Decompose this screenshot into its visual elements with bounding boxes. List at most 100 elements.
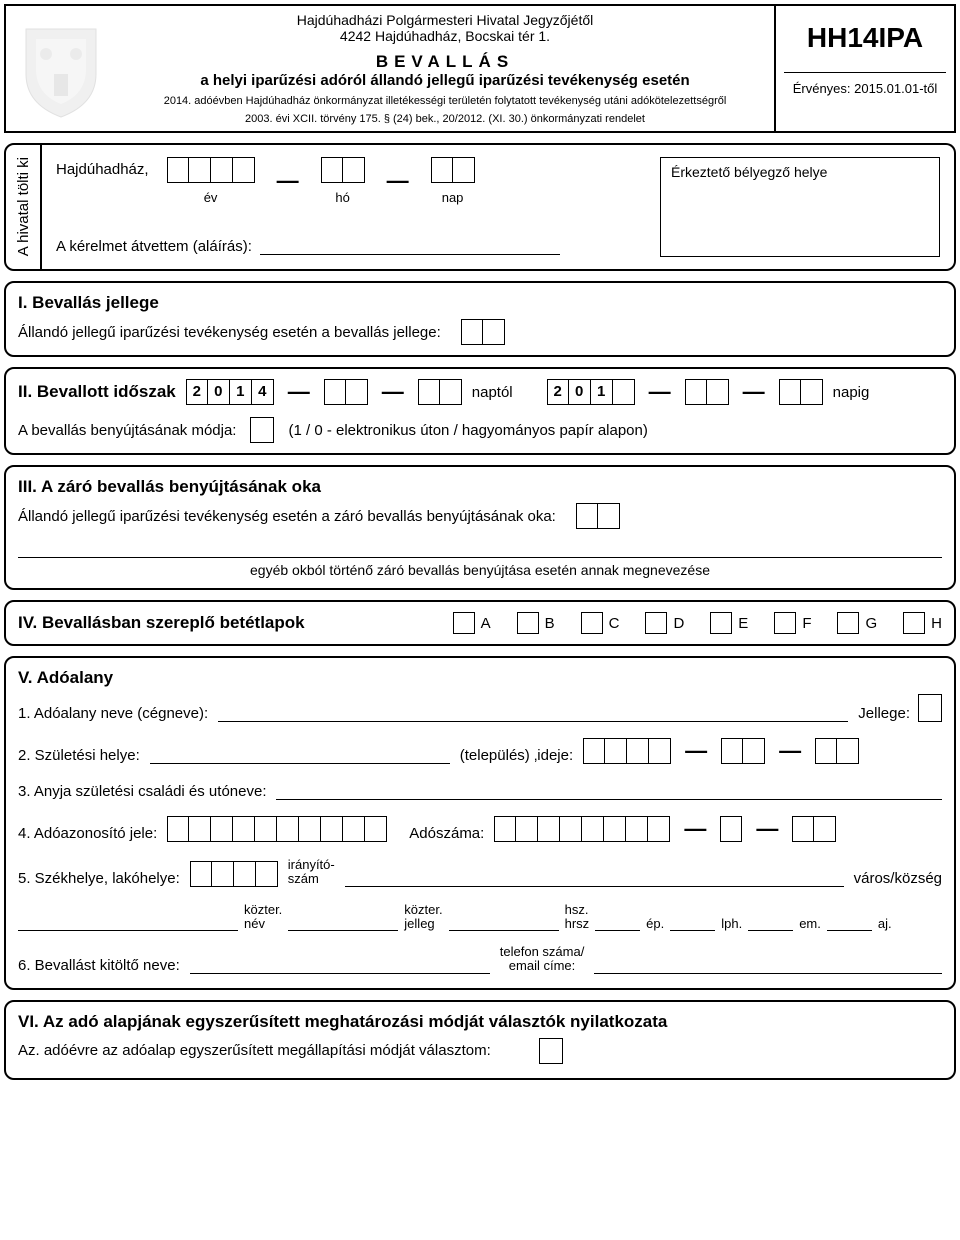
section-4: IV. Bevallásban szereplő betétlapok A B … — [4, 600, 956, 646]
iranyito-label: irányító- szám — [288, 858, 335, 887]
street-type-field[interactable] — [288, 911, 398, 931]
s5-r4-label: 4. Adóazonosító jele: — [18, 825, 157, 842]
jellege-box[interactable] — [918, 694, 942, 722]
stamp-label: Érkeztető bélyegző helye — [671, 164, 827, 180]
door-field[interactable] — [827, 911, 872, 931]
section-5: V. Adóalany 1. Adóalany neve (cégneve): … — [4, 656, 956, 990]
from-year[interactable]: 2014 — [186, 379, 274, 405]
header-small1: 2014. adóévben Hajdúhadház önkormányzat … — [126, 95, 764, 107]
sheet-checkboxes: A B C D E F G H — [453, 612, 942, 634]
check-A[interactable] — [453, 612, 475, 634]
contact-field[interactable] — [594, 954, 942, 974]
section-3-text: Állandó jellegű iparűzési tevékenység es… — [18, 508, 556, 525]
to-month[interactable] — [685, 379, 729, 405]
s5-r6-label: 6. Bevallást kitöltő neve: — [18, 957, 180, 974]
s5-r4-right: Adószáma: — [409, 825, 484, 842]
section-6-title: VI. Az adó alapjának egyszerűsített megh… — [18, 1012, 942, 1032]
form-subtitle: a helyi iparűzési adóról állandó jellegű… — [126, 72, 764, 89]
varos-label: város/község — [854, 870, 942, 887]
day-boxes[interactable] — [431, 157, 475, 183]
s5-r2-label: 2. Születési helye: — [18, 747, 140, 764]
section-5-title: V. Adóalany — [18, 668, 942, 688]
section-3-note: egyéb okból történő záró bevallás benyúj… — [18, 557, 942, 578]
city-label: Hajdúhadház, — [56, 157, 149, 178]
s5-r1-label: 1. Adóalany neve (cégneve): — [18, 705, 208, 722]
s1-boxes[interactable] — [461, 319, 505, 345]
method-label: A bevallás benyújtásának módja: — [18, 422, 236, 439]
tax-number-p1[interactable] — [494, 816, 670, 842]
staircase-field[interactable] — [670, 911, 715, 931]
from-day[interactable] — [418, 379, 462, 405]
from-month[interactable] — [324, 379, 368, 405]
coat-of-arms-cell — [6, 6, 116, 131]
check-H[interactable] — [903, 612, 925, 634]
office-use-section: A hivatal tölti ki Hajdúhadház, év — — [4, 143, 956, 271]
form-header: Hajdúhadházi Polgármesteri Hivatal Jegyz… — [4, 4, 956, 133]
year-label: év — [167, 190, 255, 205]
section-1-text: Állandó jellegű iparűzési tevékenység es… — [18, 324, 441, 341]
header-center: Hajdúhadházi Polgármesteri Hivatal Jegyz… — [116, 6, 774, 131]
signature-label: A kérelmet átvettem (aláírás): — [56, 238, 252, 255]
section-1-title: I. Bevallás jellege — [18, 293, 942, 313]
section-3-title: III. A záró bevallás benyújtásának oka — [18, 477, 942, 497]
birth-day[interactable] — [815, 738, 859, 764]
valid-from: Érvényes: 2015.01.01-től — [784, 72, 946, 96]
tax-number-p3[interactable] — [792, 816, 836, 842]
day-label: nap — [431, 190, 475, 205]
check-D[interactable] — [645, 612, 667, 634]
check-E[interactable] — [710, 612, 732, 634]
to-year[interactable]: 201 — [547, 379, 635, 405]
s5-r5-label: 5. Székhelye, lakóhelye: — [18, 870, 180, 887]
office-vertical-label-col: A hivatal tölti ki — [4, 143, 42, 271]
tax-number-p2[interactable] — [720, 816, 742, 842]
section-6: VI. Az adó alapjának egyszerűsített megh… — [4, 1000, 956, 1080]
month-label: hó — [321, 190, 365, 205]
check-B[interactable] — [517, 612, 539, 634]
section-4-title: IV. Bevallásban szereplő betétlapok — [18, 613, 305, 633]
check-G[interactable] — [837, 612, 859, 634]
form-code: HH14IPA — [784, 22, 946, 54]
filler-name-field[interactable] — [190, 954, 490, 974]
coat-of-arms-icon — [16, 19, 106, 119]
section-6-text: Az. adóévre az adóalap egyszerűsített me… — [18, 1042, 491, 1059]
house-no-field[interactable] — [449, 911, 559, 931]
floor-field[interactable] — [748, 911, 793, 931]
method-note: (1 / 0 - elektronikus úton / hagyományos… — [288, 422, 647, 439]
stamp-area: Érkeztető bélyegző helye — [660, 157, 940, 257]
taxpayer-name-field[interactable] — [218, 702, 848, 722]
year-boxes[interactable] — [167, 157, 255, 183]
s3-boxes[interactable] — [576, 503, 620, 529]
s5-r6-right: telefon száma/ email címe: — [500, 945, 585, 974]
form-title: BEVALLÁS — [126, 52, 764, 72]
to-day[interactable] — [779, 379, 823, 405]
office-vertical-label: A hivatal tölti ki — [15, 149, 32, 264]
birthplace-field[interactable] — [150, 744, 450, 764]
s5-r3-label: 3. Anyja születési családi és utóneve: — [18, 783, 266, 800]
building-field[interactable] — [595, 911, 640, 931]
s6-box[interactable] — [539, 1038, 563, 1064]
section-2: II. Bevallott időszak 2014 — — naptól 20… — [4, 367, 956, 455]
section-3: III. A záró bevallás benyújtásának oka Á… — [4, 465, 956, 590]
check-C[interactable] — [581, 612, 603, 634]
street-name-field[interactable] — [18, 911, 238, 931]
s5-r2-mid: (település) ‚ideje: — [460, 747, 573, 764]
to-label: napig — [833, 384, 870, 401]
section-1: I. Bevallás jellege Állandó jellegű ipar… — [4, 281, 956, 357]
office-line1: Hajdúhadházi Polgármesteri Hivatal Jegyz… — [126, 12, 764, 28]
birth-month[interactable] — [721, 738, 765, 764]
tax-id[interactable] — [167, 816, 387, 842]
birth-year[interactable] — [583, 738, 671, 764]
header-right: HH14IPA Érvényes: 2015.01.01-től — [774, 6, 954, 131]
postal-code[interactable] — [190, 861, 278, 887]
mother-name-field[interactable] — [276, 780, 942, 800]
signature-field[interactable] — [260, 235, 560, 255]
city-field[interactable] — [345, 867, 844, 887]
header-small2: 2003. évi XCII. törvény 175. § (24) bek.… — [126, 113, 764, 125]
month-boxes[interactable] — [321, 157, 365, 183]
check-F[interactable] — [774, 612, 796, 634]
office-line2: 4242 Hajdúhadház, Bocskai tér 1. — [126, 28, 764, 44]
from-label: naptól — [472, 384, 513, 401]
jellege-label: Jellege: — [858, 705, 910, 722]
method-box[interactable] — [250, 417, 274, 443]
section-2-title: II. Bevallott időszak — [18, 382, 176, 402]
